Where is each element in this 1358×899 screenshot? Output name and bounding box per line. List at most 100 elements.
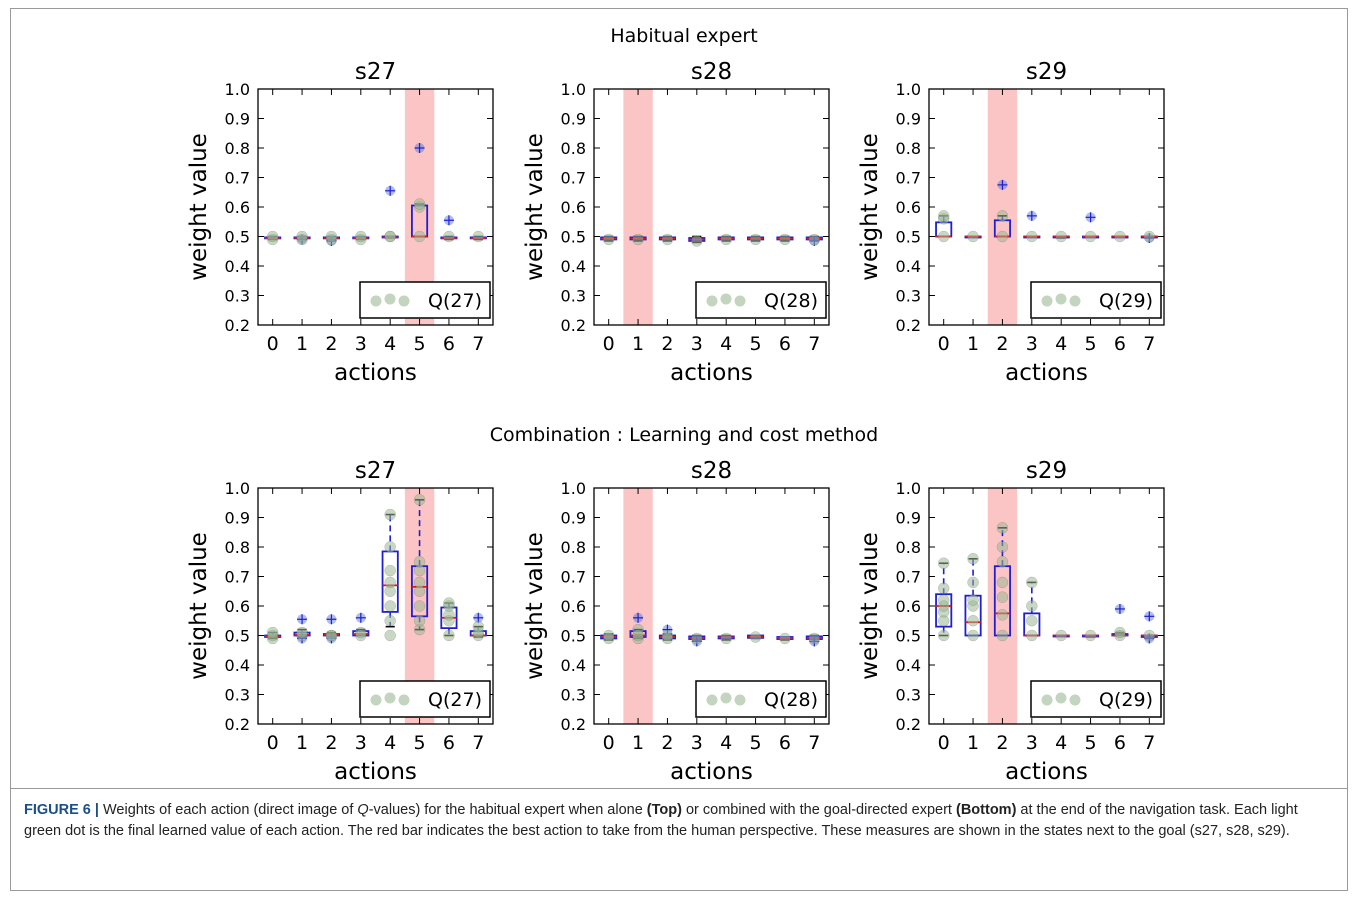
y-tick-label: 0.6 xyxy=(561,597,586,616)
x-tick-label: 2 xyxy=(325,732,337,754)
legend-marker xyxy=(1055,293,1067,305)
y-tick-label: 0.4 xyxy=(225,656,250,675)
y-tick-label: 0.6 xyxy=(225,597,250,616)
outlier-point xyxy=(443,215,454,226)
panel-title: s28 xyxy=(691,458,732,484)
caption-text-3: or combined with the goal-directed exper… xyxy=(681,802,956,818)
y-tick-label: 1.0 xyxy=(225,80,250,99)
caption-text-2: -values) for the habitual expert when al… xyxy=(368,802,647,818)
x-tick-label: 3 xyxy=(1026,732,1038,754)
value-dot xyxy=(691,632,703,645)
x-tick-label: 6 xyxy=(1114,333,1126,355)
y-axis-label: weight value xyxy=(857,532,883,680)
y-tick-label: 0.7 xyxy=(896,568,921,587)
y-tick-label: 0.9 xyxy=(561,110,586,129)
x-tick-label: 4 xyxy=(384,732,396,754)
x-tick-label: 1 xyxy=(632,732,644,754)
x-tick-label: 3 xyxy=(355,333,367,355)
y-tick-label: 1.0 xyxy=(225,479,250,498)
x-tick-label: 2 xyxy=(996,333,1008,355)
x-tick-label: 7 xyxy=(472,732,484,754)
x-tick-label: 3 xyxy=(691,732,703,754)
y-tick-label: 0.2 xyxy=(896,316,921,335)
value-dot xyxy=(355,230,367,243)
x-tick-label: 5 xyxy=(750,732,762,754)
x-tick-label: 2 xyxy=(661,732,673,754)
box-action-4 xyxy=(381,185,399,239)
x-tick-label: 4 xyxy=(384,333,396,355)
value-dot xyxy=(967,553,979,565)
legend-marker xyxy=(1069,694,1081,706)
outlier-point xyxy=(326,614,337,625)
x-tick-label: 0 xyxy=(938,732,950,754)
value-dot xyxy=(413,494,426,506)
caption-text-1: Weights of each action (direct image of xyxy=(98,802,358,818)
legend-marker xyxy=(398,694,410,706)
figure-frame xyxy=(10,8,1348,891)
legend-marker xyxy=(1069,295,1081,307)
value-dot xyxy=(413,615,426,627)
x-tick-label: 4 xyxy=(1055,732,1067,754)
x-axis-label: actions xyxy=(1005,759,1088,785)
x-tick-label: 6 xyxy=(779,333,791,355)
value-dot xyxy=(967,594,979,606)
x-tick-label: 6 xyxy=(1114,732,1126,754)
value-dot xyxy=(1084,629,1097,642)
x-tick-label: 1 xyxy=(967,333,979,355)
x-axis-label: actions xyxy=(1005,360,1088,386)
legend-box xyxy=(1030,281,1162,319)
value-dot xyxy=(1026,629,1038,642)
legend-marker xyxy=(734,694,746,706)
legend-label: Q(29) xyxy=(1099,689,1153,711)
y-tick-label: 0.9 xyxy=(225,509,250,528)
figure-canvas: Habitual expert Combination : Learning a… xyxy=(186,25,1165,785)
best-action-band xyxy=(623,488,653,724)
y-tick-label: 0.8 xyxy=(561,139,586,158)
value-dot xyxy=(384,541,396,553)
y-tick-label: 0.5 xyxy=(225,627,250,646)
value-dot xyxy=(1055,230,1067,243)
x-tick-label: 5 xyxy=(414,732,426,754)
value-dot xyxy=(996,522,1009,534)
y-tick-label: 1.0 xyxy=(896,479,921,498)
outlier-point xyxy=(1144,611,1155,622)
value-dot xyxy=(1026,576,1038,589)
box-iqr xyxy=(935,593,953,628)
x-tick-label: 3 xyxy=(355,732,367,754)
x-tick-label: 7 xyxy=(1143,732,1155,754)
y-tick-label: 0.7 xyxy=(561,169,586,188)
value-dot xyxy=(325,230,338,243)
y-tick-label: 0.6 xyxy=(225,198,250,217)
y-tick-label: 0.4 xyxy=(896,257,921,276)
y-tick-label: 0.4 xyxy=(896,656,921,675)
chart-panel-0-1: 0.2 0.3 0.4 0.5 0.6 0.7 0.8 0.9 1.0 0 1 2 3 4 5 6 7 Q(28)… xyxy=(522,59,830,386)
y-tick-label: 0.8 xyxy=(225,538,250,557)
y-tick-label: 1.0 xyxy=(561,479,586,498)
chart-panel-0-2: 0.2 0.3 0.4 0.5 0.6 0.7 0.8 0.9 1.0 0 1 2 3 4 5 6 7 Q(29)… xyxy=(857,59,1165,386)
y-axis-label: weight value xyxy=(186,532,212,680)
value-dot xyxy=(413,556,426,568)
legend-marker xyxy=(1041,295,1053,307)
value-dot xyxy=(472,230,485,243)
y-tick-label: 0.2 xyxy=(225,316,250,335)
chart-panel-0-0: 0.2 0.3 0.4 0.5 0.6 0.7 0.8 0.9 1.0 0 1 2 3 4 5 6 7 Q(27)… xyxy=(186,59,494,386)
x-tick-label: 3 xyxy=(691,333,703,355)
legend-box xyxy=(359,680,491,718)
outlier-point xyxy=(1026,210,1037,221)
value-dot xyxy=(602,629,615,642)
value-dot xyxy=(996,629,1009,642)
y-axis-label: weight value xyxy=(522,532,548,680)
value-dot xyxy=(384,564,396,577)
value-dot xyxy=(937,582,950,594)
y-tick-label: 0.2 xyxy=(225,715,250,734)
outlier-point xyxy=(997,179,1008,190)
y-tick-label: 0.3 xyxy=(561,686,586,705)
x-axis-label: actions xyxy=(334,360,417,386)
value-dot xyxy=(779,233,791,246)
value-dot xyxy=(996,576,1009,589)
value-dot xyxy=(1026,230,1038,243)
value-dot xyxy=(996,210,1009,222)
x-tick-label: 0 xyxy=(938,333,950,355)
legend-box xyxy=(359,281,491,319)
value-dot xyxy=(413,198,426,210)
